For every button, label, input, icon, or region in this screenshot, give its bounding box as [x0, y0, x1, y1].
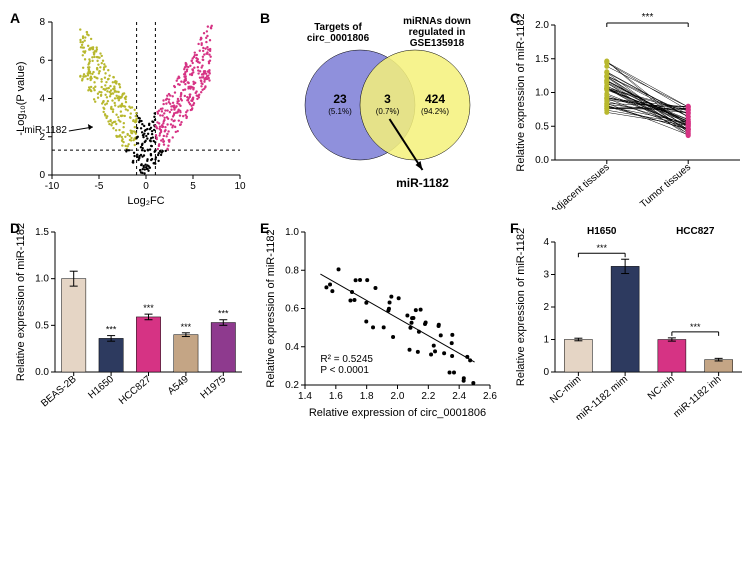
- panel-e: E 1.4 1.6 1.8 2.0 2.2 2.4 2.6 0.2 0.4 0.6 0.8 1.0 R²…: [260, 220, 500, 420]
- svg-text:4: 4: [39, 94, 45, 105]
- paired-plot: 0.0 0.5 1.0 1.5 2.0 *** Adjacent tissues Tumor …: [510, 10, 750, 210]
- svg-text:2: 2: [543, 302, 549, 313]
- svg-text:0.2: 0.2: [285, 380, 299, 391]
- svg-text:(5.1%): (5.1%): [328, 107, 352, 116]
- svg-text:2.0: 2.0: [535, 20, 549, 31]
- svg-text:1.4: 1.4: [298, 391, 312, 402]
- svg-text:0: 0: [143, 181, 149, 192]
- svg-text:(94.2%): (94.2%): [421, 107, 449, 116]
- svg-text:0.5: 0.5: [535, 121, 549, 132]
- svg-text:-5: -5: [95, 181, 104, 192]
- panel-e-label: E: [260, 220, 269, 236]
- svg-text:Relative expression of miR-118: Relative expression of miR-1182: [515, 13, 527, 171]
- figure-grid: A -10-5051002468miR-1182Log₂FC-Log₁₀(P v…: [10, 10, 743, 420]
- svg-text:1: 1: [543, 335, 549, 346]
- panel-b-label: B: [260, 10, 270, 26]
- svg-text:A549: A549: [166, 374, 191, 398]
- svg-text:4: 4: [543, 237, 549, 248]
- svg-text:6: 6: [39, 55, 45, 66]
- svg-text:0.0: 0.0: [535, 155, 549, 166]
- svg-text:3: 3: [543, 270, 549, 281]
- svg-text:1.0: 1.0: [35, 274, 49, 285]
- svg-text:H1650: H1650: [86, 374, 116, 402]
- svg-text:R² = 0.5245: R² = 0.5245: [320, 354, 373, 365]
- svg-text:P < 0.0001: P < 0.0001: [320, 365, 369, 376]
- panel-d-label: D: [10, 220, 20, 236]
- svg-text:1.6: 1.6: [329, 391, 343, 402]
- svg-text:0.0: 0.0: [35, 367, 49, 378]
- svg-text:regulated in: regulated in: [409, 27, 466, 38]
- venn-diagram: Targets ofcirc_0001806 miRNAs downregulat…: [260, 10, 500, 210]
- svg-text:***: ***: [106, 325, 117, 335]
- panel-a-label: A: [10, 10, 20, 26]
- svg-text:***: ***: [596, 243, 607, 253]
- svg-text:BEAS-2B: BEAS-2B: [39, 374, 79, 410]
- panel-c: C 0.0 0.5 1.0 1.5 2.0 *** Adjacent tissues Tumo…: [510, 10, 750, 210]
- svg-text:1.0: 1.0: [285, 227, 299, 238]
- svg-text:Log₂FC: Log₂FC: [127, 195, 164, 207]
- svg-text:1.0: 1.0: [535, 88, 549, 99]
- svg-text:0.8: 0.8: [285, 265, 299, 276]
- svg-text:miR-1182 inh: miR-1182 inh: [671, 374, 723, 420]
- svg-text:miR-1182 mim: miR-1182 mim: [574, 374, 630, 420]
- svg-text:1.5: 1.5: [35, 227, 49, 238]
- svg-text:HCC827: HCC827: [676, 226, 715, 237]
- svg-text:10: 10: [234, 181, 246, 192]
- svg-text:NC-mim: NC-mim: [548, 374, 583, 406]
- volcano-plot: -10-5051002468miR-1182Log₂FC-Log₁₀(P val…: [10, 10, 250, 210]
- panel-c-label: C: [510, 10, 520, 26]
- svg-text:***: ***: [642, 12, 654, 23]
- panel-f-label: F: [510, 220, 519, 236]
- svg-text:HCC827: HCC827: [117, 374, 154, 407]
- svg-text:2.0: 2.0: [391, 391, 405, 402]
- svg-text:0.4: 0.4: [285, 342, 299, 353]
- svg-text:Tumor tissues: Tumor tissues: [638, 162, 693, 210]
- svg-text:2.4: 2.4: [452, 391, 466, 402]
- svg-text:1.8: 1.8: [360, 391, 374, 402]
- svg-text:H1975: H1975: [199, 374, 229, 402]
- svg-text:NC-inh: NC-inh: [646, 374, 677, 402]
- correlation-plot: 1.4 1.6 1.8 2.0 2.2 2.4 2.6 0.2 0.4 0.6 0.8 1.0 R² =…: [260, 220, 500, 420]
- bar-chart-f: 0 1 2 3 4 NC-mimmiR-1182 mim NC-inhmiR-1182 in…: [510, 220, 750, 420]
- svg-text:Relative expression of circ_00: Relative expression of circ_0001806: [309, 407, 486, 419]
- svg-text:miR-1182: miR-1182: [24, 125, 67, 136]
- svg-text:8: 8: [39, 17, 45, 28]
- svg-text:***: ***: [143, 303, 154, 313]
- panel-d: D 0.0 0.5 1.0 1.5 BEAS-2B *** H1650 *** HCC827 **…: [10, 220, 250, 420]
- svg-text:0: 0: [39, 170, 45, 181]
- svg-text:0: 0: [543, 367, 549, 378]
- panel-a: A -10-5051002468miR-1182Log₂FC-Log₁₀(P v…: [10, 10, 250, 210]
- svg-text:Targets of: Targets of: [314, 22, 362, 33]
- svg-text:2.6: 2.6: [483, 391, 497, 402]
- svg-text:0.5: 0.5: [35, 320, 49, 331]
- svg-text:Relative expression of miR-118: Relative expression of miR-1182: [515, 228, 527, 386]
- svg-text:0.6: 0.6: [285, 304, 299, 315]
- svg-text:5: 5: [190, 181, 196, 192]
- svg-text:1.5: 1.5: [535, 54, 549, 65]
- svg-text:(0.7%): (0.7%): [376, 107, 400, 116]
- svg-text:***: ***: [218, 309, 229, 319]
- svg-text:23: 23: [333, 92, 347, 106]
- svg-text:Relative expression of miR-118: Relative expression of miR-1182: [15, 223, 27, 381]
- svg-text:miR-1182: miR-1182: [396, 176, 449, 190]
- svg-text:-10: -10: [45, 181, 60, 192]
- svg-text:GSE135918: GSE135918: [410, 38, 465, 49]
- svg-text:3: 3: [384, 92, 391, 106]
- svg-text:miRNAs down: miRNAs down: [403, 16, 471, 27]
- svg-text:***: ***: [690, 322, 701, 332]
- bar-chart-d: 0.0 0.5 1.0 1.5 BEAS-2B *** H1650 *** HCC827 *** A…: [10, 220, 250, 420]
- svg-text:2.2: 2.2: [421, 391, 435, 402]
- svg-text:424: 424: [425, 92, 445, 106]
- panel-b: B Targets ofcirc_0001806 miRNAs downregul…: [260, 10, 500, 210]
- svg-text:Adjacent tissues: Adjacent tissues: [549, 162, 612, 210]
- svg-text:-Log₁₀(P value): -Log₁₀(P value): [15, 61, 27, 135]
- panel-f: F 0 1 2 3 4 NC-mimmiR-1182 mim NC-inhmiR-1182 …: [510, 220, 750, 420]
- svg-text:***: ***: [181, 322, 192, 332]
- svg-text:Relative expression of miR-118: Relative expression of miR-1182: [265, 229, 277, 387]
- svg-text:H1650: H1650: [587, 226, 617, 237]
- svg-text:circ_0001806: circ_0001806: [307, 33, 370, 44]
